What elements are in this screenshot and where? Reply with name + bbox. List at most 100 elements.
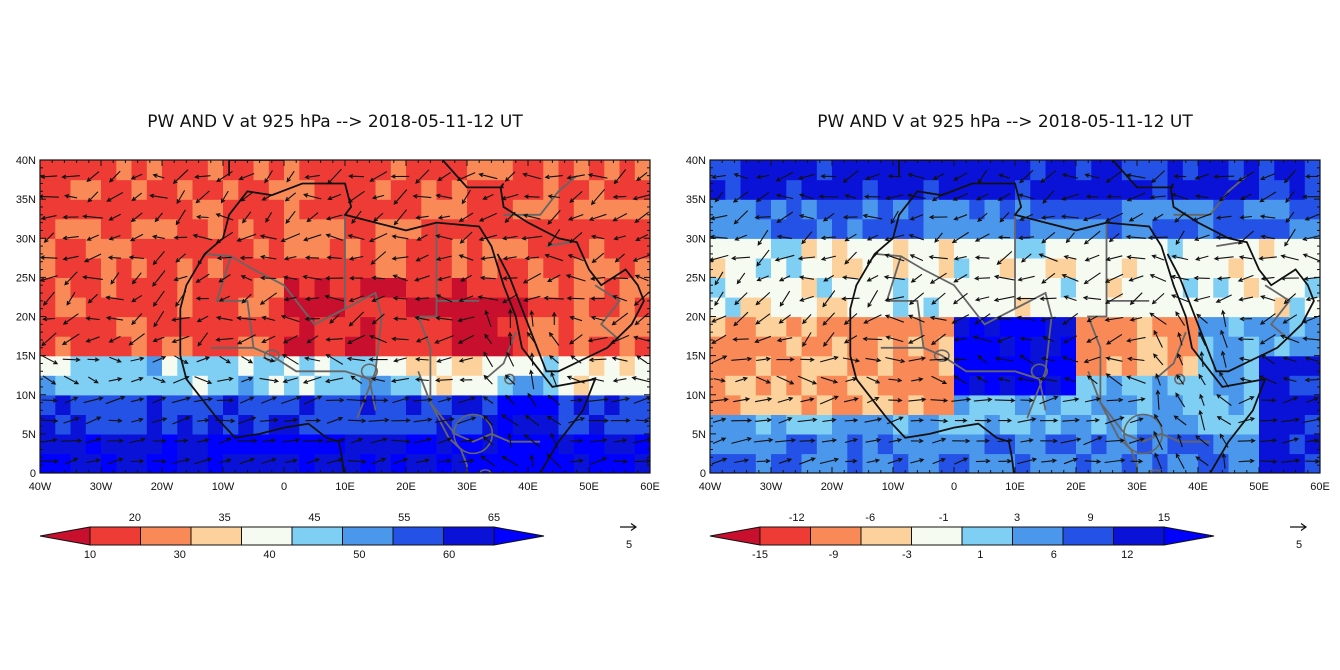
wind-arrow [775, 193, 794, 200]
wind-arrow [391, 256, 409, 261]
wind-arrow [932, 457, 946, 465]
wind-arrow [324, 275, 344, 281]
wind-arrow [193, 396, 213, 403]
wind-arrow [976, 193, 989, 201]
wind-arrow [613, 459, 628, 464]
wind-arrow [108, 377, 123, 382]
wind-arrow [262, 438, 277, 443]
wind-arrow [458, 396, 476, 404]
wind-arrow [1199, 351, 1205, 367]
wind-arrow [523, 194, 540, 199]
wind-arrow [1039, 395, 1059, 405]
wind-arrow [523, 434, 541, 448]
wind-arrow [434, 335, 454, 344]
wind-arrow [566, 375, 585, 384]
wind-arrow [953, 172, 968, 181]
wind-arrow [501, 414, 519, 427]
wind-arrow [756, 376, 771, 384]
wind-arrow [350, 375, 363, 384]
wind-arrow [457, 416, 477, 425]
wind-arrow [435, 377, 453, 383]
wind-arrow [284, 458, 298, 464]
wind-arrow [976, 438, 990, 444]
wind-arrow [502, 276, 518, 281]
wind-arrow [346, 398, 368, 403]
country-border [1216, 241, 1241, 247]
wind-arrow [351, 437, 364, 444]
wind-arrow [1174, 211, 1186, 223]
wind-arrow [591, 252, 605, 264]
wind-arrow [821, 438, 838, 443]
wind-arrow [435, 255, 452, 262]
wind-arrow [931, 375, 948, 385]
y-tick-label: 10N [16, 390, 36, 402]
wind-arrow [195, 190, 210, 204]
wind-arrow [507, 308, 513, 329]
wind-arrow [1260, 234, 1275, 240]
colorbar: 10 20 30 35 40 45 50 55 60 65 [39, 512, 545, 561]
coastline [1111, 160, 1174, 189]
wind-arrow [1237, 336, 1254, 342]
wind-arrow [997, 377, 1011, 382]
wind-arrow [371, 313, 385, 325]
wind-arrow [546, 453, 562, 469]
wind-arrow [218, 295, 231, 302]
wind-arrow [392, 396, 410, 404]
wind-arrow [1282, 437, 1300, 444]
wind-arrow [484, 333, 493, 345]
wind-arrow [371, 376, 386, 382]
lake-outline [1123, 413, 1164, 455]
wind-arrow [1238, 396, 1255, 405]
wind-arrow [325, 354, 344, 365]
wind-arrow [610, 418, 631, 423]
wind-arrow [347, 234, 365, 241]
wind-arrow [261, 335, 276, 343]
wind-arrow [196, 356, 211, 363]
wind-arrow [348, 311, 365, 327]
wind-arrow [567, 254, 584, 262]
wind-arrow [62, 255, 79, 261]
wind-arrow [885, 335, 904, 343]
wind-arrow [1151, 170, 1165, 184]
wind-arrow [953, 214, 968, 221]
wind-arrow [175, 290, 187, 307]
wind-arrow [414, 296, 430, 302]
y-tick-label: 30N [686, 233, 706, 245]
wind-arrow [802, 332, 812, 348]
x-tick-label: 30W [760, 481, 783, 493]
wind-arrow [346, 356, 366, 362]
wind-arrow [1039, 418, 1059, 423]
wind-arrow [996, 250, 1013, 266]
wind-arrow [41, 398, 58, 403]
wind-arrow [523, 295, 541, 303]
colorbar-label: 65 [488, 512, 500, 524]
wind-arrow [1175, 392, 1186, 408]
wind-arrow [611, 312, 629, 326]
wind-arrow [1301, 194, 1320, 200]
wind-arrow [996, 335, 1012, 343]
wind-arrow [435, 234, 453, 240]
wind-arrow [632, 254, 650, 262]
wind-arrow [932, 173, 945, 180]
wind-arrow [883, 274, 905, 281]
wind-arrow [41, 332, 57, 347]
wind-arrow [798, 275, 814, 280]
wind-arrow [756, 249, 770, 267]
wind-arrow [1154, 452, 1163, 470]
colorbar-label: 1 [977, 549, 983, 561]
wind-arrow [108, 234, 121, 241]
wind-arrow [393, 209, 408, 226]
colorbar-box [241, 526, 293, 546]
wind-arrow [1104, 273, 1124, 283]
wind-arrow [1083, 436, 1103, 446]
x-tick-label: 10E [335, 481, 355, 493]
wind-arrow [1017, 417, 1037, 423]
wind-arrow [239, 457, 256, 465]
wind-arrow [304, 255, 320, 260]
wind-arrow [1083, 272, 1101, 285]
lake-outline [1174, 373, 1186, 385]
wind-arrow [994, 398, 1016, 403]
wind-arrow [567, 213, 584, 221]
wind-arrow [128, 333, 145, 346]
wind-arrow [1259, 191, 1277, 203]
